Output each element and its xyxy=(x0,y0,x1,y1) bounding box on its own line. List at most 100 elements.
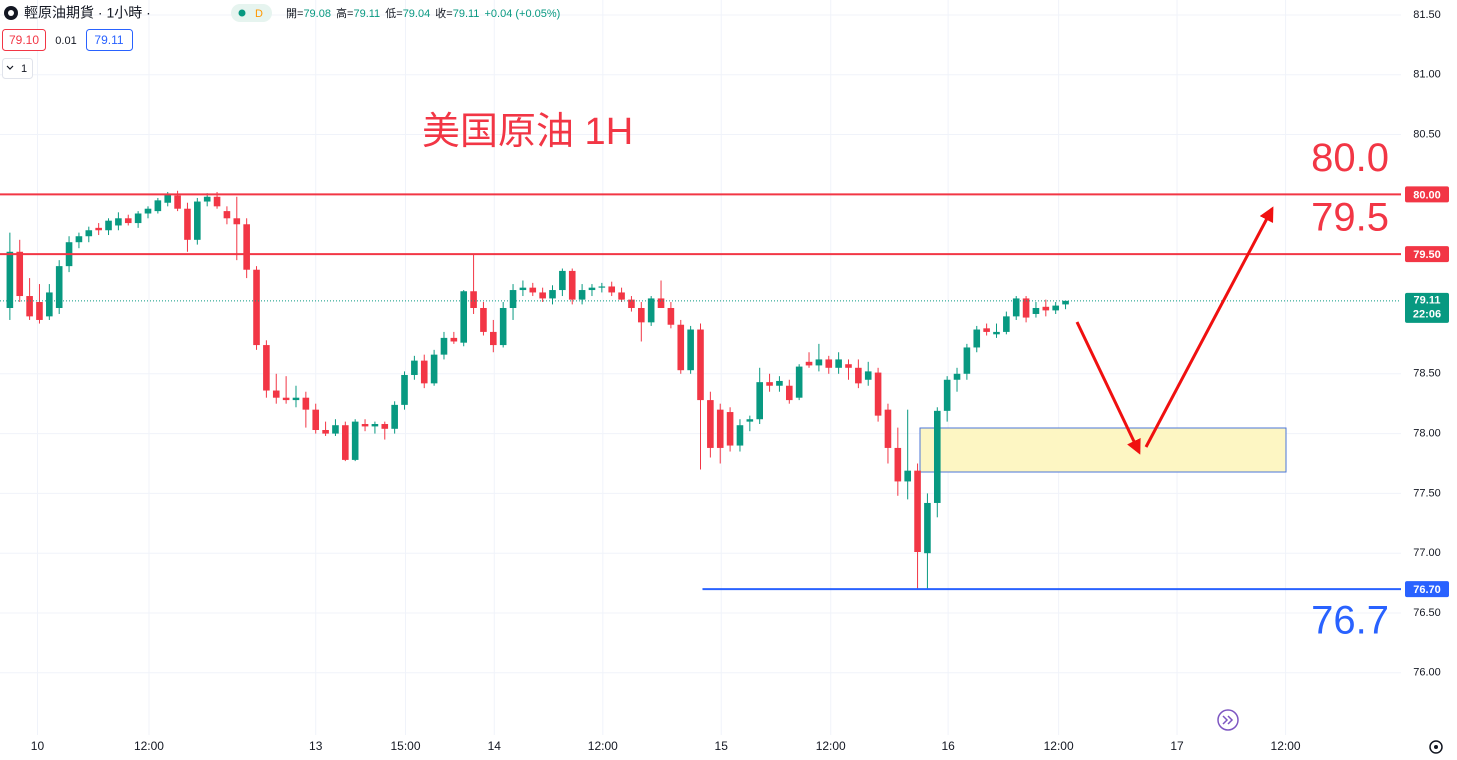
symbol[interactable]: 輕原油期貨 · 1小時 · xyxy=(24,5,151,21)
candle-body xyxy=(470,291,477,308)
candle-body xyxy=(26,296,33,317)
y-tick-label: 76.50 xyxy=(1413,607,1441,619)
change: +0.04 (+0.05%) xyxy=(485,8,561,20)
candle-body xyxy=(855,367,862,384)
candle-body xyxy=(134,213,142,224)
candle-body xyxy=(894,447,902,482)
layers: 1 xyxy=(21,63,27,75)
candle-body xyxy=(1022,298,1030,318)
candle-body xyxy=(420,360,428,384)
badge[interactable] xyxy=(231,4,272,22)
candle-body xyxy=(85,230,93,237)
candle-body xyxy=(746,419,754,422)
candle-body xyxy=(16,251,24,297)
level-note: 79.5 xyxy=(1311,196,1389,240)
candle-body xyxy=(598,286,606,288)
candle-body xyxy=(776,380,783,386)
candle-body xyxy=(391,404,398,429)
candle-body xyxy=(312,409,320,430)
candle-body xyxy=(1003,316,1010,332)
candle-body xyxy=(1032,307,1040,314)
candle-body xyxy=(845,364,852,368)
ask-box[interactable] xyxy=(86,29,133,51)
layers-box[interactable] xyxy=(2,58,33,79)
candle-body xyxy=(263,345,270,391)
candle-body xyxy=(361,424,369,427)
candle-body xyxy=(144,208,152,214)
y-tick-label: 80.50 xyxy=(1413,128,1441,140)
ohlc-value: 79.08 xyxy=(303,8,331,20)
level-label: 76.70 xyxy=(1413,584,1441,596)
ohlc-value: 79.11 xyxy=(353,8,380,20)
chevron xyxy=(6,65,14,70)
candle-body xyxy=(785,385,793,401)
candle-body xyxy=(588,287,596,291)
ohlc-label: 開= xyxy=(286,7,303,20)
candle-body xyxy=(332,425,339,434)
candle-body xyxy=(411,360,418,375)
candle-body xyxy=(687,329,694,371)
candle-body xyxy=(568,270,576,300)
x-tick-label: 10 xyxy=(31,739,45,753)
y-tick-label: 81.50 xyxy=(1413,9,1441,21)
candle-body xyxy=(351,421,359,460)
level-note: 76.7 xyxy=(1311,599,1389,643)
x-tick-label: 12:00 xyxy=(1271,739,1301,753)
candle-body xyxy=(440,337,448,355)
candle-body xyxy=(75,236,83,243)
candle-body xyxy=(539,292,546,299)
y-tick-label: 77.50 xyxy=(1413,487,1441,499)
axis: 81.50 81.00 80.50 78.50 78.00 77.50 77.00 76.50… xyxy=(31,9,1449,753)
goto-live[interactable] xyxy=(1217,709,1239,731)
candle-body xyxy=(282,397,290,401)
candle-body xyxy=(914,470,921,552)
candle-body xyxy=(884,409,892,448)
settings[interactable] xyxy=(1429,740,1443,754)
candle-body xyxy=(490,331,497,346)
level-label-box xyxy=(1405,186,1449,203)
candle-body xyxy=(36,302,43,320)
candle-body xyxy=(55,266,63,308)
candle-body xyxy=(716,409,724,448)
candle-body xyxy=(272,390,280,398)
bid-box[interactable] xyxy=(2,29,46,51)
candle-body xyxy=(736,425,744,446)
settings-dot xyxy=(1434,745,1438,749)
x-tick-label: 13 xyxy=(309,739,323,753)
x-tick-label: 15:00 xyxy=(390,739,420,753)
candle-body xyxy=(677,324,685,371)
candle-body xyxy=(213,196,221,207)
candle-body xyxy=(874,372,882,416)
candle-body xyxy=(904,470,911,482)
y-tick-label: 78.50 xyxy=(1413,368,1441,380)
candle-body xyxy=(657,298,665,308)
x-tick-label: 17 xyxy=(1170,739,1184,753)
candle-body xyxy=(292,397,300,401)
candle-body xyxy=(253,269,260,346)
y-tick-label: 81.00 xyxy=(1413,69,1441,81)
candle-body xyxy=(46,292,53,317)
candle-body xyxy=(618,292,625,300)
level-label: 79.50 xyxy=(1413,249,1441,261)
candle-body xyxy=(864,371,872,380)
candle-body xyxy=(795,366,803,398)
candle-body xyxy=(174,195,181,209)
candle-body xyxy=(499,307,507,346)
candle-body xyxy=(1052,305,1059,311)
candle-body xyxy=(6,251,14,308)
candle-body xyxy=(430,354,438,384)
badge-text: D xyxy=(255,8,263,20)
ohlc-label: 低= xyxy=(385,7,402,20)
candle-body xyxy=(529,287,537,293)
candle-body xyxy=(924,502,931,554)
candle-body xyxy=(371,424,379,427)
level-label-box xyxy=(1405,581,1449,598)
plot: 80.0 79.5 76.7 xyxy=(0,136,1401,643)
candle-body xyxy=(342,425,349,460)
arrow-up xyxy=(1144,206,1274,448)
candle-body xyxy=(1012,298,1020,317)
candle-body xyxy=(233,218,241,225)
ohlc-label: 收= xyxy=(435,6,452,20)
x-tick-label: 12:00 xyxy=(134,739,164,753)
